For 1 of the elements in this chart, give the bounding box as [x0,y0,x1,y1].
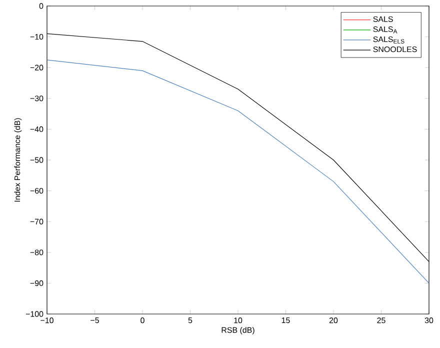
line-series [47,60,429,284]
